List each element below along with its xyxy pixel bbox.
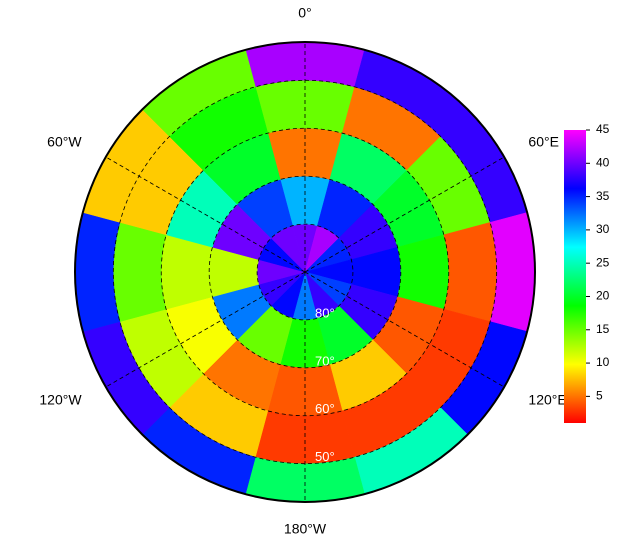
- meridian: [304, 271, 505, 388]
- cell: [113, 222, 167, 322]
- colorbar-label: 25: [596, 255, 610, 269]
- cell: [443, 222, 497, 322]
- lat-label: 60°: [315, 401, 335, 416]
- colorbar: [564, 130, 586, 423]
- colorbar-label: 10: [596, 355, 610, 369]
- lat-label: 80°: [315, 305, 335, 320]
- map-border: [74, 41, 536, 503]
- lon-label: 0°: [298, 5, 311, 21]
- lon-label: 180°W: [284, 521, 327, 537]
- graticule: [74, 41, 536, 503]
- meridian: [105, 271, 306, 388]
- lat-label: 50°: [315, 449, 335, 464]
- cell: [397, 234, 449, 310]
- lon-label: 60°W: [47, 134, 82, 150]
- lat-circle: [112, 79, 498, 465]
- field: [74, 41, 536, 503]
- meridian: [304, 156, 505, 273]
- colorbar-label: 30: [596, 222, 610, 236]
- lon-label: 120°E: [528, 392, 566, 408]
- colorbar-label: 35: [596, 189, 610, 203]
- cell: [161, 234, 213, 310]
- colorbar-label: 40: [596, 155, 610, 169]
- lat-circle: [208, 175, 402, 369]
- lon-label: 120°W: [39, 392, 82, 408]
- colorbar-label: 20: [596, 289, 610, 303]
- colorbar-label: 5: [596, 389, 603, 403]
- labels: 80° 70° 60° 50° 0° 60°E 120°E 180°W 120°W 60°W: [39, 5, 566, 537]
- lat-label: 70°: [315, 353, 335, 368]
- colorbar-label: 45: [596, 122, 610, 136]
- colorbar-label: 15: [596, 322, 610, 336]
- lon-label: 60°E: [528, 134, 559, 150]
- cell: [74, 212, 121, 332]
- lat-circle: [256, 223, 354, 321]
- meridian: [105, 156, 306, 273]
